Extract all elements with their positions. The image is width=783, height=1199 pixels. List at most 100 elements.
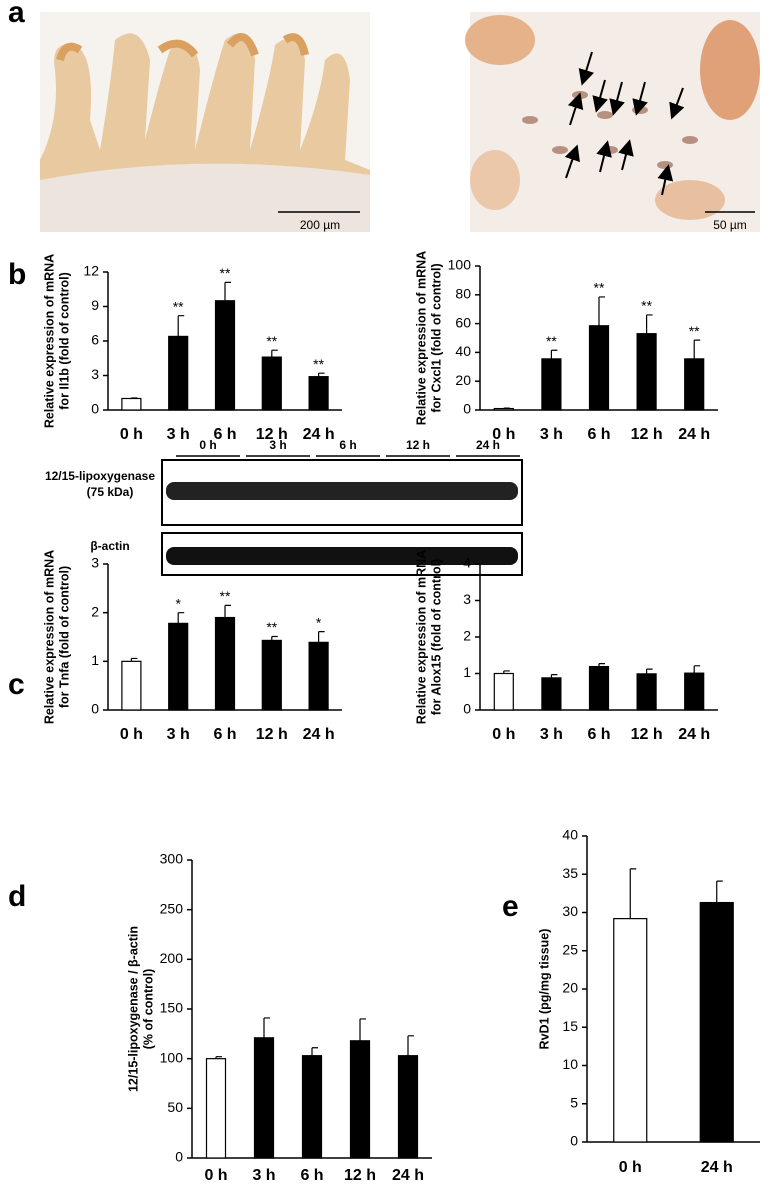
y-axis-label: for Cxcl1 (fold of control) — [429, 263, 443, 412]
error-bar — [550, 349, 558, 359]
bar — [588, 325, 610, 411]
error-bar — [177, 612, 185, 624]
annotation: ** — [266, 333, 277, 349]
chart: 0 1 2 3 Relative expression of mRNA for Tnfa … — [42, 550, 342, 743]
x-tick-label: 24 h — [392, 1167, 424, 1184]
chart: 0 5 10 15 20 25 30 35 40 RvD1 (pg/mg tissue) 0 h 24… — [537, 827, 760, 1176]
x-tick-label: 0 h — [120, 726, 143, 743]
y-tick-label: 0 — [570, 1133, 578, 1149]
scale-label: 200 µm — [300, 218, 340, 232]
blot-label: 12/15-lipoxygenase — [45, 469, 155, 483]
y-tick-label: 2 — [91, 603, 99, 619]
y-axis-label: for Il1b (fold of control) — [57, 272, 71, 409]
panel-label: a — [8, 0, 25, 29]
x-tick-label: 12 h — [631, 726, 663, 743]
annotation: ** — [220, 588, 231, 604]
y-tick-label: 100 — [448, 257, 472, 273]
x-tick-label: 3 h — [167, 726, 190, 743]
bar — [301, 1055, 323, 1159]
error-bar — [130, 397, 138, 399]
bar — [493, 407, 514, 411]
error-bar — [693, 665, 701, 674]
x-tick-label: 12 h — [256, 426, 288, 443]
annotation: ** — [641, 298, 652, 314]
y-tick-label: 20 — [455, 372, 471, 388]
error-bar — [503, 670, 510, 674]
x-tick-label: 6 h — [300, 1167, 323, 1184]
error-bar — [215, 1056, 222, 1059]
y-tick-label: 12 — [83, 263, 99, 279]
y-tick-label: 3 — [91, 366, 99, 382]
x-tick-label: 6 h — [213, 726, 236, 743]
error-bar — [629, 868, 637, 919]
error-bar — [224, 281, 231, 301]
bar — [253, 1037, 275, 1159]
lane-label: 24 h — [476, 438, 500, 452]
annotation: ** — [546, 333, 557, 349]
y-tick-label: 300 — [160, 851, 184, 867]
error-bar — [646, 668, 653, 674]
x-tick-label: 24 h — [701, 1159, 733, 1176]
blot-label: (75 kDa) — [87, 485, 134, 499]
error-bar — [271, 349, 278, 358]
x-tick-label: 3 h — [540, 726, 563, 743]
x-tick-label: 12 h — [344, 1167, 376, 1184]
y-tick-label: 9 — [91, 297, 99, 313]
error-bar — [318, 631, 325, 643]
y-axis-label: RvD1 (pg/mg tissue) — [537, 929, 551, 1050]
y-axis-label: Relative expression of mRNA — [414, 550, 428, 724]
error-bar — [177, 315, 185, 337]
y-tick-label: 150 — [160, 1000, 184, 1016]
y-axis-label: Relative expression of mRNA — [414, 251, 428, 425]
annotation: ** — [173, 298, 184, 314]
bar — [205, 1058, 227, 1159]
y-axis-label: for Alox15 (fold of control) — [429, 559, 443, 715]
annotation: * — [175, 595, 181, 611]
annotation: ** — [220, 265, 231, 281]
bar — [684, 672, 705, 711]
bar — [308, 376, 329, 411]
error-bar — [271, 635, 278, 641]
bar — [613, 918, 648, 1143]
error-bar — [318, 372, 325, 377]
bar — [699, 901, 734, 1143]
y-tick-label: 20 — [562, 980, 578, 996]
bar — [541, 358, 562, 411]
bar — [636, 673, 657, 711]
y-tick-label: 3 — [463, 591, 471, 607]
y-axis-label: Relative expression of mRNA — [42, 550, 56, 724]
y-tick-label: 0 — [463, 701, 471, 717]
error-bar — [598, 296, 605, 326]
y-tick-label: 25 — [562, 941, 578, 957]
x-tick-label: 24 h — [678, 426, 710, 443]
bar — [214, 300, 236, 411]
chart: 0 3 6 9 12 Relative expression of mRNA for Il1… — [42, 254, 342, 443]
x-tick-label: 24 h — [303, 426, 335, 443]
micrograph — [40, 12, 370, 233]
x-tick-label: 3 h — [540, 426, 563, 443]
bar — [214, 616, 236, 711]
scale-label: 50 µm — [713, 218, 747, 232]
y-tick-label: 10 — [562, 1056, 578, 1072]
error-bar — [130, 657, 138, 662]
bar — [684, 358, 705, 411]
bar — [349, 1040, 371, 1159]
x-tick-label: 0 h — [492, 726, 515, 743]
annotation: ** — [266, 619, 277, 635]
bar — [636, 333, 657, 411]
chart: 0 20 40 60 80 100 Relative expression of mRNA f… — [414, 251, 718, 443]
annotation: ** — [313, 356, 324, 372]
bar — [168, 335, 189, 411]
x-tick-label: 6 h — [587, 426, 610, 443]
lane-label: 6 h — [339, 438, 356, 452]
y-axis-label: (% of control) — [141, 969, 155, 1050]
y-tick-label: 0 — [175, 1149, 183, 1165]
y-tick-label: 50 — [167, 1099, 183, 1115]
bar — [308, 641, 329, 711]
y-tick-label: 40 — [562, 827, 578, 843]
lane-label: 12 h — [406, 438, 430, 452]
y-tick-label: 6 — [91, 332, 99, 348]
y-tick-label: 2 — [463, 628, 471, 644]
x-tick-label: 0 h — [619, 1159, 642, 1176]
